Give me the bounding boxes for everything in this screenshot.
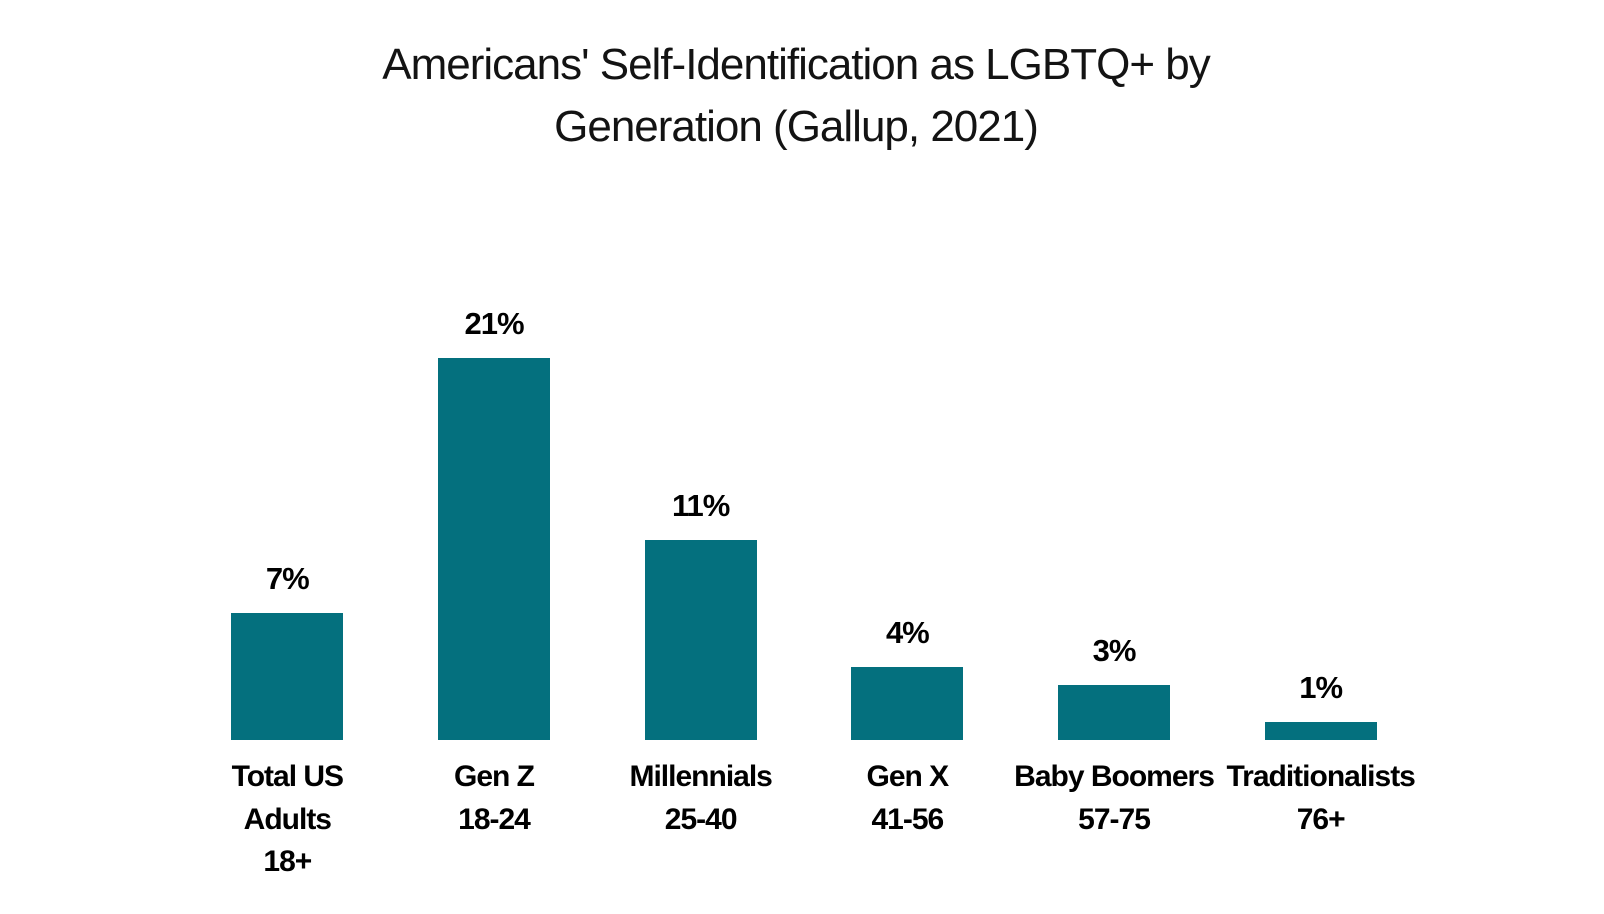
category-label-line: 18+ bbox=[263, 845, 312, 878]
category-label-line: 18-24 bbox=[458, 802, 531, 836]
bar-group-baby-boomers: 3% bbox=[1011, 633, 1218, 740]
bar-group-millennials: 11% bbox=[597, 488, 804, 740]
bar-value-label: 4% bbox=[885, 615, 930, 651]
category-label-line: 25-40 bbox=[664, 802, 738, 836]
bar-value-label: 7% bbox=[265, 560, 310, 596]
bar-gen-z bbox=[438, 357, 550, 740]
category-label-millennials: Millennials 25-40 bbox=[597, 756, 804, 884]
category-label-line: Baby Boomers bbox=[1014, 760, 1215, 793]
plot-area: 7% 21% 11% 4% 3% 1% bbox=[184, 306, 1424, 740]
category-label-line: 41-56 bbox=[871, 802, 944, 836]
category-label-line: 76+ bbox=[1296, 802, 1346, 836]
category-label-line: Adults bbox=[243, 802, 332, 836]
chart-title-line-2: Generation (Gallup, 2021) bbox=[554, 102, 1039, 151]
bar-group-gen-x: 4% bbox=[804, 615, 1011, 740]
bar-value-label: 21% bbox=[464, 305, 524, 341]
category-label-baby-boomers: Baby Boomers 57-75 bbox=[1011, 756, 1218, 884]
bar-total-us-adults bbox=[231, 612, 344, 740]
bar-value-label: 11% bbox=[672, 487, 730, 523]
bar-traditionalists bbox=[1264, 721, 1377, 740]
bar-value-label: 1% bbox=[1299, 669, 1343, 705]
chart-title-line-1: Americans' Self-Identification as LGBTQ+… bbox=[382, 40, 1210, 89]
category-label-gen-x: Gen X 41-56 bbox=[804, 756, 1011, 884]
bar-gen-x bbox=[851, 667, 964, 740]
bar-group-total-us-adults: 7% bbox=[184, 561, 391, 740]
category-label-line: Gen X bbox=[866, 760, 949, 793]
chart-title: Americans' Self-Identification as LGBTQ+… bbox=[0, 34, 1592, 158]
bar-value-label: 3% bbox=[1092, 633, 1137, 669]
category-label-line: 57-75 bbox=[1078, 802, 1151, 836]
bar-group-traditionalists: 1% bbox=[1217, 670, 1424, 740]
category-label-total-us-adults: Total US Adults 18+ bbox=[184, 756, 391, 884]
category-label-gen-z: Gen Z 18-24 bbox=[391, 756, 598, 884]
category-axis: Total US Adults 18+ Gen Z 18-24 Millenni… bbox=[184, 756, 1424, 884]
category-label-line: Gen Z bbox=[453, 760, 535, 793]
category-label-line: Traditionalists bbox=[1226, 760, 1415, 793]
bar-millennials bbox=[644, 539, 757, 740]
category-label-line: Millennials bbox=[629, 760, 772, 793]
category-label-line: Total US bbox=[231, 760, 344, 793]
category-label-traditionalists: Traditionalists 76+ bbox=[1217, 756, 1424, 884]
bar-baby-boomers bbox=[1058, 685, 1171, 740]
bar-group-gen-z: 21% bbox=[391, 306, 598, 740]
